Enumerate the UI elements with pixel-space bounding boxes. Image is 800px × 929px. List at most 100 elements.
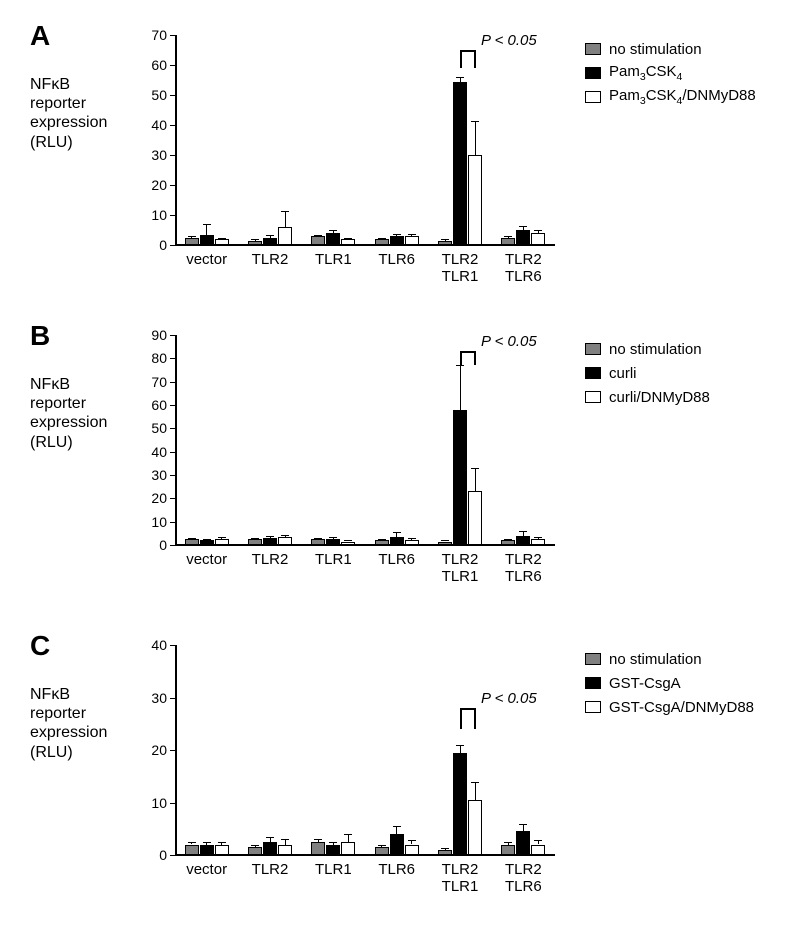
legend-swatch	[585, 67, 601, 79]
ytick-label: 0	[137, 847, 167, 863]
legend-label: no stimulation	[609, 341, 702, 358]
xtick-label: vector	[172, 551, 242, 568]
ytick-label: 10	[137, 514, 167, 530]
ytick-label: 30	[137, 467, 167, 483]
error-cap	[218, 238, 226, 239]
bar	[405, 236, 419, 245]
bar	[278, 227, 292, 245]
bar	[248, 847, 262, 855]
error-cap	[188, 842, 196, 843]
xtick-label: TLR6	[362, 861, 432, 878]
error-cap	[203, 842, 211, 843]
figure: ANFκBreporterexpression(RLU)010203040506…	[0, 0, 800, 929]
ytick-label: 0	[137, 237, 167, 253]
legend-label: no stimulation	[609, 41, 702, 58]
error-cap	[251, 239, 259, 240]
error-bar	[460, 365, 461, 409]
error-cap	[188, 236, 196, 237]
ytick-label: 10	[137, 795, 167, 811]
bar	[326, 539, 340, 545]
error-cap	[266, 536, 274, 537]
bar	[390, 537, 404, 545]
legend-item: no stimulation	[585, 340, 710, 358]
bar	[185, 238, 199, 246]
xtick-label: TLR2	[235, 551, 305, 568]
bar	[200, 235, 214, 246]
x-axis-line	[175, 854, 555, 856]
error-cap	[281, 839, 289, 840]
bar	[453, 82, 467, 246]
panel-label: B	[30, 320, 50, 352]
legend-item: no stimulation	[585, 650, 754, 668]
error-bar	[285, 211, 286, 228]
error-cap	[266, 235, 274, 236]
error-cap	[281, 211, 289, 212]
ytick-label: 40	[137, 444, 167, 460]
bar	[438, 241, 452, 246]
sig-bracket	[460, 708, 475, 710]
error-bar	[396, 826, 397, 834]
sig-bracket	[460, 351, 475, 353]
error-bar	[475, 782, 476, 800]
bar	[200, 540, 214, 545]
xtick-label: vector	[172, 251, 242, 268]
bar	[248, 241, 262, 246]
chart-area: 010203040vectorTLR2TLR1TLR6TLR2TLR1TLR2T…	[175, 645, 555, 855]
legend-item: GST-CsgA	[585, 674, 754, 692]
legend-swatch	[585, 701, 601, 713]
bar	[263, 538, 277, 545]
error-cap	[344, 540, 352, 541]
legend-label: no stimulation	[609, 651, 702, 668]
xtick-label: TLR6	[362, 551, 432, 568]
error-cap	[378, 845, 386, 846]
error-bar	[523, 824, 524, 832]
ytick-label: 20	[137, 742, 167, 758]
ytick-label: 70	[137, 374, 167, 390]
bar	[375, 847, 389, 855]
ytick-label: 40	[137, 117, 167, 133]
error-cap	[314, 538, 322, 539]
bar	[468, 800, 482, 855]
error-cap	[329, 230, 337, 231]
ytick-label: 30	[137, 147, 167, 163]
bar	[263, 238, 277, 246]
bar	[531, 233, 545, 245]
bar	[501, 238, 515, 246]
bar	[501, 845, 515, 856]
bar	[390, 236, 404, 245]
legend-swatch	[585, 367, 601, 379]
error-cap	[408, 840, 416, 841]
error-bar	[206, 224, 207, 235]
xtick-label: TLR2TLR1	[425, 551, 495, 586]
error-cap	[504, 236, 512, 237]
bar	[516, 831, 530, 855]
legend-item: no stimulation	[585, 40, 756, 58]
error-cap	[408, 234, 416, 235]
legend-swatch	[585, 343, 601, 355]
panel-label: C	[30, 630, 50, 662]
legend-swatch	[585, 653, 601, 665]
panel-C: C NFκBreporterexpression(RLU) 010203040vec…	[0, 620, 800, 920]
panel-B: BNFκBreporterexpression(RLU)010203040506…	[0, 310, 800, 610]
bar	[341, 842, 355, 855]
ytick-label: 70	[137, 27, 167, 43]
error-cap	[441, 848, 449, 849]
xtick-label: vector	[172, 861, 242, 878]
error-cap	[329, 842, 337, 843]
y-axis-line	[175, 645, 177, 855]
bar	[438, 542, 452, 546]
xtick-label: TLR1	[298, 551, 368, 568]
y-axis-title: NFκBreporterexpression(RLU)	[30, 685, 107, 762]
legend-item: GST-CsgA/DNMyD88	[585, 698, 754, 716]
x-axis-line	[175, 544, 555, 546]
bar	[438, 850, 452, 855]
legend-label: Pam3CSK4/DNMyD88	[609, 87, 756, 107]
y-axis-line	[175, 335, 177, 545]
bar	[501, 540, 515, 545]
error-cap	[471, 121, 479, 122]
xtick-label: TLR2TLR6	[488, 861, 558, 896]
bar	[390, 834, 404, 855]
error-cap	[456, 77, 464, 78]
panel-A: ANFκBreporterexpression(RLU)010203040506…	[0, 10, 800, 310]
legend-swatch	[585, 43, 601, 55]
